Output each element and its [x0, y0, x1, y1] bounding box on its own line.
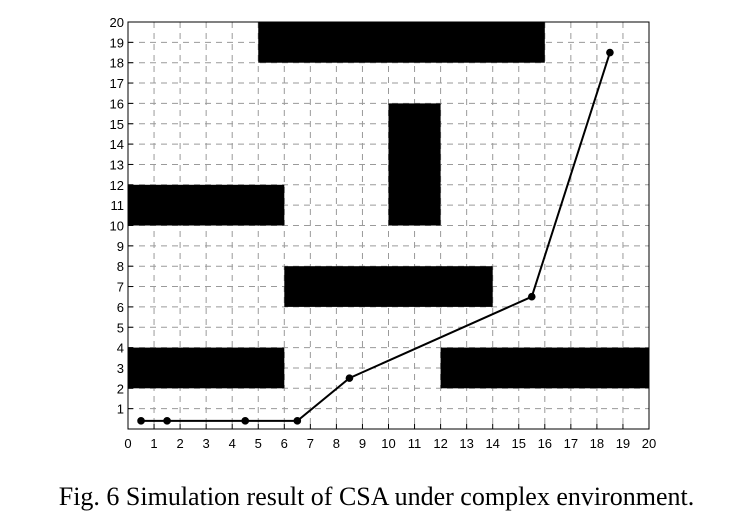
y-tick-label: 18: [110, 56, 124, 71]
x-tick-label: 0: [124, 436, 131, 451]
y-tick-label: 14: [110, 137, 124, 152]
y-tick-label: 17: [110, 76, 124, 91]
path-point: [345, 374, 354, 382]
x-tick-label: 15: [512, 436, 526, 451]
y-tick-label: 10: [110, 219, 124, 234]
x-tick-label: 14: [485, 436, 499, 451]
y-tick-label: 15: [110, 117, 124, 132]
x-tick-label: 8: [333, 436, 340, 451]
path-point: [606, 48, 614, 57]
y-tick-label: 8: [117, 259, 124, 274]
x-tick-label: 6: [281, 436, 288, 451]
y-tick-label: 13: [110, 157, 124, 172]
obstacle-block: [128, 347, 285, 389]
obstacle-block: [284, 266, 493, 307]
y-tick-label: 5: [117, 320, 124, 335]
path-planning-chart: 0 1 2 3 4 5 6 7 8 9 10 11 12 13 14 15 16 17 18 19 2012345678…: [110, 15, 657, 451]
y-tick-label: 2: [117, 381, 124, 396]
x-tick-label: 2: [176, 436, 183, 451]
y-tick-label: 7: [117, 280, 124, 295]
x-tick-label: 9: [359, 436, 366, 451]
x-tick-label: 17: [564, 436, 578, 451]
y-tick-label: 11: [111, 198, 125, 213]
y-tick-label: 19: [110, 35, 124, 50]
y-tick-label: 20: [110, 15, 124, 30]
x-tick-label: 16: [538, 436, 552, 451]
figure-caption: Fig. 6 Simulation result of CSA under co…: [58, 482, 695, 511]
y-tick-label: 16: [110, 96, 124, 111]
y-tick-label: 3: [117, 361, 124, 376]
obstacle-block: [440, 347, 649, 389]
obstacle-block: [128, 184, 285, 226]
y-tick-label: 4: [117, 341, 124, 356]
x-tick-label: 1: [150, 436, 157, 451]
y-tick-label: 1: [117, 402, 124, 417]
path-point: [293, 417, 302, 425]
x-tick-label: 19: [616, 436, 630, 451]
path-point: [163, 417, 171, 425]
obstacle-block: [388, 103, 441, 226]
obstacle-block: [258, 22, 545, 63]
y-tick-label: 9: [117, 239, 124, 254]
x-tick-label: 20: [642, 436, 656, 451]
path-point: [527, 292, 536, 301]
x-tick-label: 4: [229, 436, 236, 451]
x-tick-label: 5: [255, 436, 262, 451]
x-tick-label: 18: [590, 436, 604, 451]
x-tick-label: 7: [307, 436, 314, 451]
x-tick-label: 12: [433, 436, 447, 451]
x-tick-label: 3: [203, 436, 210, 451]
path-point: [241, 417, 250, 425]
x-tick-label: 11: [408, 436, 422, 451]
x-tick-label: 13: [459, 436, 473, 451]
x-tick-label: 10: [381, 436, 395, 451]
path-point: [137, 417, 145, 425]
y-tick-label: 6: [117, 300, 124, 315]
y-tick-label: 12: [110, 178, 124, 193]
